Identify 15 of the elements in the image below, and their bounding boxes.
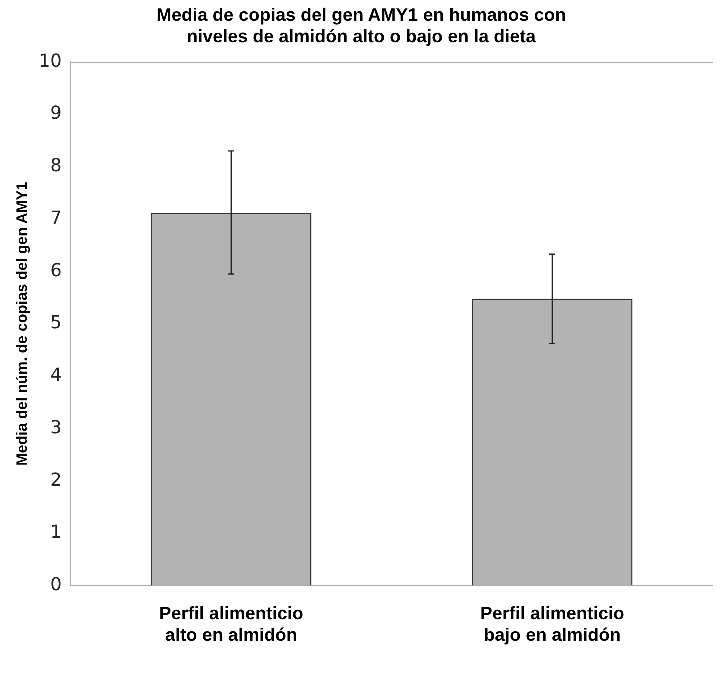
y-tick-label: 0: [50, 574, 62, 596]
y-tick-label: 8: [50, 156, 62, 177]
y-axis-title: Media del núm. de copias del gen AMY1: [14, 182, 32, 466]
x-tick-label: Perfil alimenticio bajo en almidón: [480, 604, 624, 646]
x-tick-label: Perfil alimenticio alto en almidón: [159, 604, 304, 646]
y-tick-label: 10: [39, 50, 62, 72]
y-tick-label: 5: [50, 312, 62, 334]
y-tick-label: 4: [50, 365, 62, 386]
y-tick-label: 9: [50, 103, 62, 124]
y-tick-label: 7: [50, 208, 62, 229]
y-tick-label: 3: [50, 417, 62, 438]
chart-title: Media de copias del gen AMY1 en humanos con niveles de almidón alto o bajo en la dieta: [156, 4, 566, 46]
y-tick-label: 1: [50, 522, 62, 544]
y-tick-label: 6: [50, 260, 62, 282]
y-tick-label: 2: [50, 470, 62, 491]
